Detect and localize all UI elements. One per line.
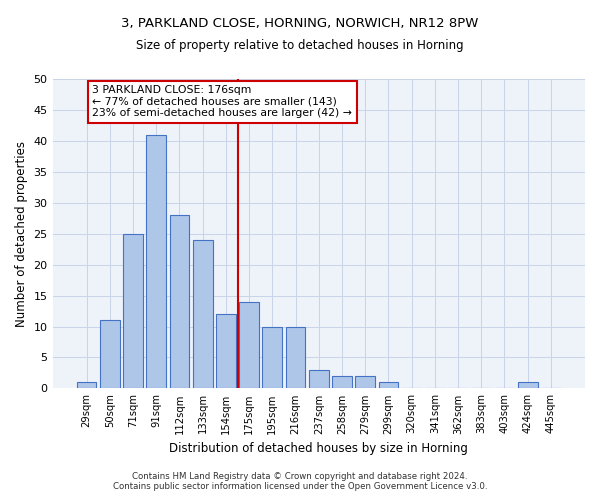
Bar	[286, 326, 305, 388]
Bar	[355, 376, 375, 388]
Bar	[262, 326, 282, 388]
Text: Contains HM Land Registry data © Crown copyright and database right 2024.
Contai: Contains HM Land Registry data © Crown c…	[113, 472, 487, 491]
Bar	[216, 314, 236, 388]
Bar	[379, 382, 398, 388]
X-axis label: Distribution of detached houses by size in Horning: Distribution of detached houses by size …	[169, 442, 468, 455]
Text: 3, PARKLAND CLOSE, HORNING, NORWICH, NR12 8PW: 3, PARKLAND CLOSE, HORNING, NORWICH, NR1…	[121, 18, 479, 30]
Bar	[193, 240, 212, 388]
Text: Size of property relative to detached houses in Horning: Size of property relative to detached ho…	[136, 39, 464, 52]
Y-axis label: Number of detached properties: Number of detached properties	[15, 140, 28, 326]
Bar	[123, 234, 143, 388]
Bar	[309, 370, 329, 388]
Bar	[239, 302, 259, 388]
Bar	[332, 376, 352, 388]
Text: 3 PARKLAND CLOSE: 176sqm
← 77% of detached houses are smaller (143)
23% of semi-: 3 PARKLAND CLOSE: 176sqm ← 77% of detach…	[92, 85, 352, 118]
Bar	[146, 134, 166, 388]
Bar	[77, 382, 97, 388]
Bar	[518, 382, 538, 388]
Bar	[170, 215, 190, 388]
Bar	[100, 320, 119, 388]
